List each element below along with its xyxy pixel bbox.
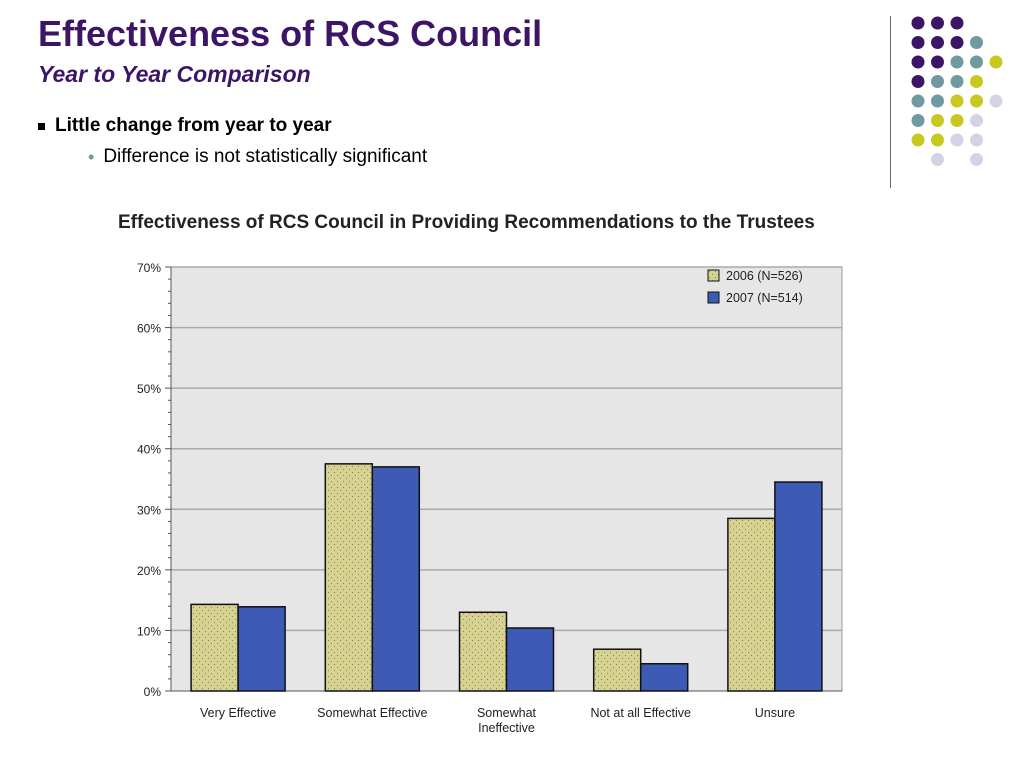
- x-tick-label: Not at all Effective: [590, 706, 691, 720]
- y-tick-label: 60%: [137, 322, 161, 336]
- round-bullet-icon: •: [88, 146, 95, 167]
- decorative-dot: [970, 75, 983, 88]
- x-tick-label: Somewhat Effective: [317, 706, 427, 720]
- decorative-dot: [911, 94, 925, 108]
- bar-2006: [727, 517, 776, 692]
- decorative-dot: [989, 94, 1003, 108]
- decorative-dot: [931, 75, 944, 88]
- decorative-dot: [931, 153, 944, 166]
- slide-subtitle: Year to Year Comparison: [38, 61, 311, 87]
- decorative-dot: [950, 16, 964, 30]
- decorative-dot: [911, 55, 925, 69]
- bar-2006: [324, 463, 374, 692]
- legend-label: 2006 (N=526): [726, 269, 803, 283]
- decorative-dot: [950, 55, 964, 69]
- decorative-dot: [970, 133, 983, 147]
- x-tick-label: Somewhat: [477, 706, 537, 720]
- bar-2007: [774, 481, 823, 692]
- y-tick-label: 40%: [137, 443, 161, 457]
- bar-2007: [371, 466, 421, 692]
- decorative-dot: [970, 94, 983, 108]
- y-tick-label: 70%: [137, 261, 161, 275]
- bullet-text: Little change from year to year: [55, 115, 332, 136]
- square-bullet-icon: [38, 123, 45, 130]
- bar-2007: [639, 662, 689, 692]
- bar-2007: [237, 606, 286, 692]
- legend-swatch: [707, 269, 720, 282]
- bullet-level-2: • Difference is not statistically signif…: [88, 146, 427, 168]
- bar-2006: [592, 648, 642, 692]
- slide-title: Effectiveness of RCS Council: [38, 13, 543, 54]
- x-tick-label: Unsure: [755, 706, 795, 720]
- decorative-dot: [950, 133, 964, 147]
- decorative-dot: [950, 36, 964, 49]
- y-tick-label: 20%: [137, 564, 161, 578]
- y-tick-label: 30%: [137, 503, 161, 517]
- divider-line: [890, 16, 891, 188]
- decorative-dot: [970, 36, 983, 49]
- decorative-dot-grid: [911, 16, 1003, 166]
- x-tick-label: Very Effective: [200, 706, 276, 720]
- decorative-dot: [950, 114, 964, 127]
- decorative-dot: [950, 75, 964, 88]
- decorative-dot: [931, 133, 944, 147]
- decorative-dot: [931, 114, 944, 127]
- bar-2006: [458, 611, 508, 692]
- decorative-dot: [911, 114, 925, 127]
- decorative-dot: [970, 114, 983, 127]
- decorative-dot: [931, 55, 944, 69]
- bullet-text: Difference is not statistically signific…: [103, 146, 428, 167]
- bullet-level-1: Little change from year to year: [38, 115, 332, 137]
- decorative-dot: [931, 16, 944, 30]
- x-tick-label: Ineffective: [478, 721, 535, 735]
- y-tick-label: 50%: [137, 382, 161, 396]
- decorative-dot: [911, 75, 925, 88]
- decorative-dot: [970, 153, 983, 166]
- bar-2007: [505, 627, 555, 692]
- legend-swatch: [707, 291, 720, 304]
- decorative-dot: [911, 36, 925, 49]
- decorative-dot: [931, 94, 944, 108]
- chart-title: Effectiveness of RCS Council in Providin…: [118, 212, 815, 233]
- y-tick-label: 10%: [137, 624, 161, 638]
- decorative-dot: [989, 55, 1003, 69]
- decorative-dot: [931, 36, 944, 49]
- y-tick-label: 0%: [144, 685, 162, 699]
- decorative-dot: [950, 94, 964, 108]
- legend-label: 2007 (N=514): [726, 291, 803, 305]
- bar-2006: [190, 603, 239, 692]
- decorative-dot: [911, 16, 925, 30]
- decorative-dot: [911, 133, 925, 147]
- decorative-dot: [970, 55, 983, 69]
